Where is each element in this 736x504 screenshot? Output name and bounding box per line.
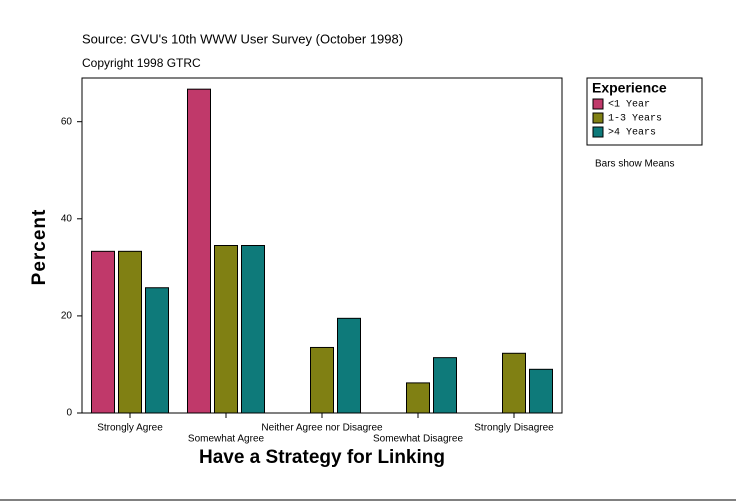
legend-swatch: [592, 112, 604, 124]
legend-title: Experience: [592, 80, 667, 96]
chart-title: Source: GVU's 10th WWW User Survey (Octo…: [82, 31, 403, 46]
y-axis-title: Percent: [29, 209, 50, 286]
bar: [241, 245, 265, 414]
bar: [145, 287, 169, 414]
x-tick-label: Strongly Agree: [97, 423, 163, 434]
y-tick-label: 20: [61, 311, 73, 322]
bar: [214, 245, 238, 414]
y-tick-label: 60: [61, 116, 73, 127]
bar: [187, 88, 211, 414]
bar: [91, 250, 115, 414]
x-tick-label: Somewhat Agree: [188, 434, 265, 445]
bar: [529, 368, 553, 414]
note: Bars show Means: [595, 159, 674, 170]
y-tick-label: 0: [66, 408, 72, 419]
chart-subtitle: Copyright 1998 GTRC: [82, 56, 201, 70]
bar: [502, 352, 526, 414]
bar: [118, 250, 142, 414]
x-tick-label: Somewhat Disagree: [373, 434, 463, 445]
legend-box: [586, 77, 703, 146]
x-axis-title: Have a Strategy for Linking: [199, 447, 445, 468]
bar: [406, 382, 430, 414]
legend-label: <1 Year: [608, 100, 650, 111]
bar: [337, 317, 361, 414]
x-tick-label: Strongly Disagree: [474, 423, 554, 434]
legend-label: 1-3 Years: [608, 114, 662, 125]
bar: [310, 346, 334, 414]
bar: [433, 357, 457, 414]
legend-swatch: [592, 126, 604, 138]
legend-label: >4 Years: [608, 128, 656, 139]
x-tick-label: Neither Agree nor Disagree: [261, 423, 383, 434]
y-tick-label: 40: [61, 213, 73, 224]
legend-swatch: [592, 98, 604, 110]
